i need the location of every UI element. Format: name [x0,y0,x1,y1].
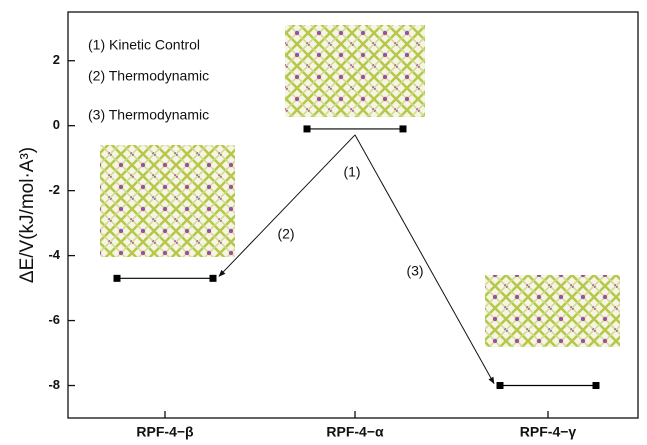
x-tick-label: RPF-4−α [326,424,384,440]
x-tick-label: RPF-4−γ [520,424,577,440]
level-end [114,275,121,282]
arrow-label: (3) [406,263,423,279]
page: {"chart_data": {"type": "energy-levels",… [0,0,647,445]
y-tick-label: 2 [53,52,60,67]
structure-image [100,145,235,257]
level-end [304,125,311,132]
structure-image [285,25,425,117]
y-tick-label: -8 [48,377,60,392]
arrow-label: (1) [343,164,360,180]
level-end [497,382,504,389]
arrow [219,135,355,276]
structure-image [485,275,620,347]
y-tick-label: -2 [48,182,60,197]
note: (3) Thermodynamic [88,107,209,123]
note: (2) Thermodynamic [88,68,209,84]
level-end [210,275,217,282]
x-tick-label: RPF-4−β [136,424,194,440]
arrow [355,135,494,384]
chart: (1) Kinetic Control (2) Thermodynamic (3… [0,0,647,445]
level-end [400,125,407,132]
y-tick-label: -6 [48,312,60,327]
note: (1) Kinetic Control [88,37,200,53]
y-tick-label: -4 [48,247,60,262]
level-end [593,382,600,389]
arrow-label: (2) [277,226,294,242]
y-tick-label: 0 [53,117,60,132]
y-axis-label: ΔE/V(kJ/mol·A³) [17,147,38,283]
